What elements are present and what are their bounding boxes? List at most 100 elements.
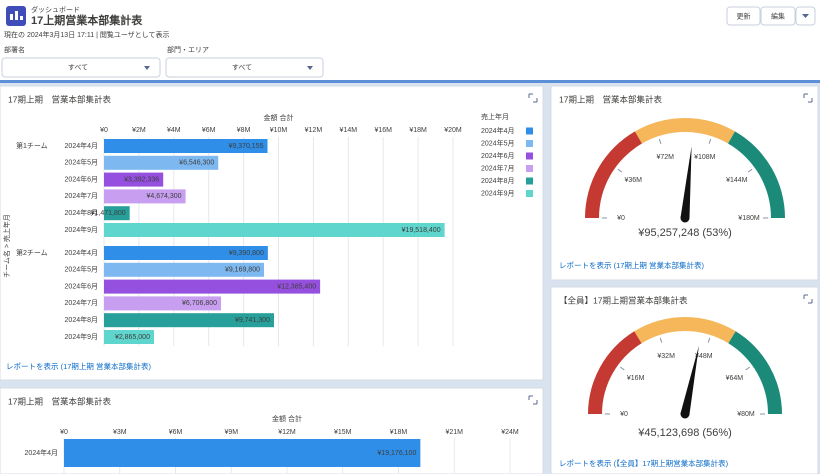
legend-swatch: [526, 165, 533, 172]
gauge-band: [634, 317, 736, 344]
x-tick-label: ¥15M: [334, 429, 352, 436]
bar: [104, 279, 321, 294]
bar: [104, 330, 154, 344]
gauge-band: [728, 331, 782, 414]
expand-icon: [803, 294, 813, 304]
data-label: ¥9,390,800: [229, 250, 264, 257]
x-tick-label: ¥21M: [445, 429, 463, 436]
gauge-tick-label: ¥108M: [694, 154, 716, 161]
group-label: 第1チーム: [16, 141, 48, 150]
gauge-tick: [708, 138, 712, 144]
x-tick-label: ¥10M: [270, 127, 288, 134]
report-link[interactable]: レポートを表示 (17期上期 営業本部集計表): [6, 361, 152, 371]
gauge-tick-label: ¥0: [617, 215, 625, 222]
data-label: ¥19,518,400: [402, 227, 441, 234]
x-tick-label: ¥8M: [237, 127, 251, 134]
gauge-tick-label: ¥32M: [657, 353, 675, 360]
axis-title: 金額 合計: [264, 113, 294, 122]
panel-title: 17期上期 営業本部集計表: [559, 94, 662, 104]
gauge-tick: [745, 366, 751, 371]
x-tick-label: ¥6M: [169, 429, 183, 436]
bar: [104, 172, 164, 187]
gauge-tick-label: ¥36M: [624, 177, 642, 184]
expand-icon: [528, 93, 538, 103]
x-tick-label: ¥3M: [113, 429, 127, 436]
data-label: ¥9,741,300: [235, 317, 270, 324]
row-label: 2024年8月: [65, 315, 98, 324]
gauge-tick-label: ¥0: [620, 411, 628, 418]
button-label[interactable]: 更新: [737, 11, 751, 20]
needle-hub: [680, 409, 690, 419]
legend-swatch: [526, 127, 533, 135]
gauge-tick-label: ¥180M: [738, 215, 760, 222]
legend-swatch: [526, 177, 533, 185]
gauge-band: [588, 331, 642, 414]
data-label: ¥4,674,300: [147, 193, 182, 200]
gauge-needle: [680, 345, 699, 415]
gauge-tick-label: ¥48M: [695, 353, 713, 360]
bar: [104, 246, 268, 260]
bar: [104, 223, 445, 237]
bar: [104, 313, 274, 328]
header-rule: [0, 80, 820, 83]
dropdown-value[interactable]: すべて: [232, 63, 252, 71]
breadcrumb: ダッシュボード: [31, 5, 80, 14]
x-tick-label: ¥6M: [202, 127, 216, 134]
dropdown-value[interactable]: すべて: [68, 63, 88, 71]
group-label: 第2チーム: [16, 248, 48, 257]
x-tick-label: ¥18M: [409, 127, 427, 134]
gauge-tick: [658, 138, 662, 144]
legend-swatch: [526, 152, 533, 160]
gauge-tick-label: ¥72M: [656, 154, 674, 161]
report-link[interactable]: レポートを表示 (17期上期 営業本部集計表): [559, 260, 705, 270]
filter-dropdown[interactable]: すべて: [165, 57, 324, 78]
bar: [104, 296, 222, 311]
legend-label: 2024年8月: [481, 176, 514, 185]
gauge-band: [635, 118, 735, 144]
panel-title: 17期上期 営業本部集計表: [8, 396, 111, 406]
refresh-button[interactable]: 更新: [726, 6, 761, 26]
edit-button[interactable]: 編集: [760, 6, 796, 26]
legend-label: 2024年5月: [481, 138, 514, 147]
button-frame: [760, 6, 796, 26]
gauge-tick-label: ¥144M: [726, 177, 748, 184]
data-label: ¥9,169,800: [225, 267, 260, 274]
gauge-tick: [619, 366, 625, 371]
subtitle: 現在の 2024年3月13日 17:11 | 閲覧ユーザとして表示: [4, 30, 170, 39]
bar: [104, 139, 268, 153]
gauge-tick-label: ¥64M: [726, 375, 744, 382]
button-frame: [726, 6, 761, 26]
x-tick-label: ¥14M: [340, 127, 358, 134]
gauge-tick: [707, 337, 711, 343]
data-label: ¥19,176,100: [377, 450, 416, 457]
x-tick-label: ¥20M: [444, 127, 462, 134]
bar: [104, 206, 130, 221]
row-label: 2024年6月: [65, 174, 98, 183]
gauge-tick-label: ¥16M: [627, 375, 645, 382]
menu-button[interactable]: [795, 6, 816, 26]
caret: [307, 66, 313, 70]
x-tick-label: ¥0: [100, 127, 108, 134]
data-label: ¥12,385,400: [277, 283, 316, 290]
report-link[interactable]: レポートを表示 (【全員】17期上期営業本部集計表): [559, 458, 729, 468]
panel-title: 17期上期 営業本部集計表: [8, 94, 111, 104]
bar: [104, 155, 219, 170]
panel: [550, 286, 819, 474]
panel-title: 【全員】17期上期営業本部集計表: [559, 295, 688, 305]
button-label[interactable]: 編集: [771, 11, 785, 20]
data-label: ¥2,865,000: [115, 334, 150, 341]
bar: [104, 262, 265, 277]
x-tick-label: ¥24M: [501, 429, 519, 436]
legend-label: 2024年7月: [481, 163, 514, 172]
gauge-tick-label: ¥80M: [737, 411, 755, 418]
legend-title: 売上年月: [481, 112, 509, 121]
filter-dropdown[interactable]: すべて: [1, 57, 161, 78]
legend-swatch: [526, 140, 533, 147]
data-label: ¥6,546,300: [179, 160, 214, 167]
expand-icon: [528, 395, 538, 405]
row-label: 2024年9月: [65, 332, 98, 341]
row-label: 2024年4月: [65, 248, 98, 257]
legend-label: 2024年4月: [481, 126, 514, 135]
row-label: 2024年9月: [65, 225, 98, 234]
